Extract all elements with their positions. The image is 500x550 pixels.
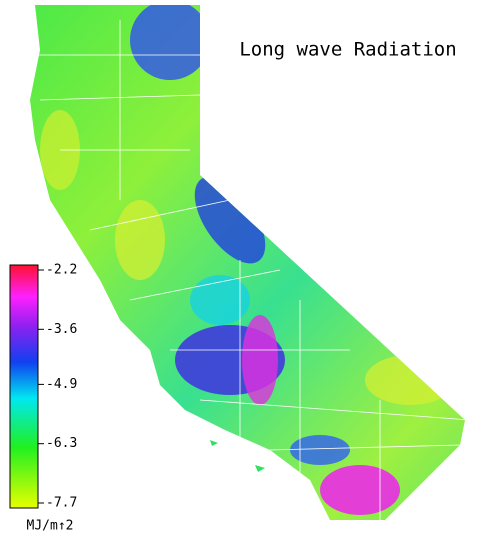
island [210, 440, 218, 446]
tick-label: -4.9 [46, 377, 77, 392]
map-title: Long wave Radiation [239, 39, 456, 61]
tick-label: -3.6 [46, 322, 77, 337]
colorbar [9, 264, 39, 509]
island [255, 465, 265, 472]
tick-label: -6.3 [46, 436, 77, 451]
colorbar-axis: -2.2 -3.6 -4.9 -6.3 -7.7 [38, 263, 77, 511]
tick-label: -7.7 [46, 496, 77, 511]
tick-label: -2.2 [46, 263, 77, 278]
colorbar-unit: MJ/m↑2 [27, 519, 74, 534]
